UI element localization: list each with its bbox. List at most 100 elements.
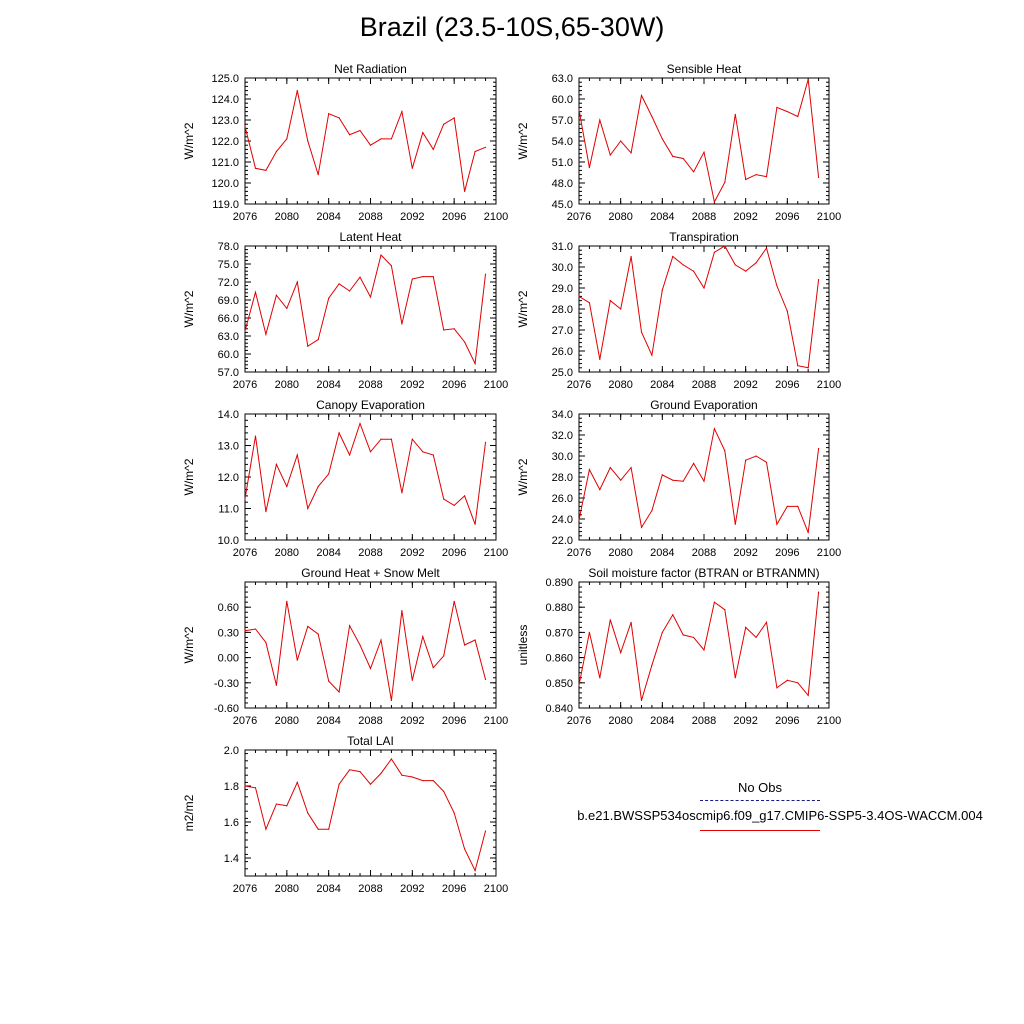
- y-tick-label: 124.0: [211, 94, 239, 106]
- data-point: [651, 510, 653, 512]
- x-tick-label: 2084: [650, 211, 674, 223]
- data-point: [484, 678, 487, 681]
- data-point: [734, 677, 736, 679]
- data-point: [432, 276, 434, 278]
- data-point: [672, 255, 674, 258]
- data-point: [265, 511, 267, 513]
- data-point: [588, 167, 591, 169]
- data-point: [786, 505, 788, 507]
- x-tick-label: 2096: [442, 379, 466, 391]
- figure-title: Brazil (23.5-10S,65-30W): [359, 12, 665, 42]
- data-point: [765, 621, 768, 623]
- x-tick-label: 2092: [733, 547, 757, 559]
- x-tick-label: 2096: [775, 379, 799, 391]
- data-point: [317, 485, 319, 488]
- data-point: [328, 113, 330, 115]
- y-tick-label: -0.60: [214, 703, 239, 715]
- x-tick-label: 2080: [608, 547, 632, 559]
- data-point: [578, 519, 580, 521]
- series-line: [244, 421, 486, 525]
- chart-panel: 2076 2080 2084 2088 2092 2096 2100 45.0 48.0 51.0…: [516, 62, 841, 223]
- data-point: [640, 331, 643, 333]
- data-point: [453, 504, 455, 506]
- plot-frame: [244, 749, 497, 877]
- data-point: [765, 461, 768, 463]
- data-point: [359, 129, 361, 132]
- data-point: [817, 591, 820, 593]
- data-point: [651, 354, 653, 356]
- data-point: [328, 828, 330, 830]
- plot-frame: [244, 581, 497, 709]
- x-tick-label: 2100: [484, 547, 508, 559]
- x-tick-label: 2080: [608, 379, 632, 391]
- y-tick-label: 31.0: [552, 241, 573, 253]
- panel-title: Soil moisture factor (BTRAN or BTRANMN): [588, 566, 819, 580]
- data-point: [275, 463, 277, 465]
- data-point: [682, 634, 684, 636]
- data-point: [630, 255, 632, 258]
- x-tick-label: 2092: [733, 211, 757, 223]
- y-tick-label: 0.60: [218, 602, 239, 614]
- data-point: [348, 625, 351, 627]
- y-tick-label: 0.850: [545, 678, 573, 690]
- data-point: [317, 633, 319, 635]
- data-point: [620, 308, 622, 310]
- chart-panel: 2076 2080 2084 2088 2092 2096 2100 25.0 26.0 27.0…: [516, 230, 841, 391]
- y-tick-label: 28.0: [552, 472, 573, 484]
- data-point: [474, 639, 476, 641]
- x-tick-label: 2084: [650, 715, 674, 727]
- chart-panel: 2076 2080 2084 2088 2092 2096 2100 0.840 0.850 0.…: [516, 566, 841, 727]
- data-point: [474, 523, 476, 525]
- data-point: [286, 600, 288, 602]
- y-tick-label: 11.0: [218, 504, 239, 516]
- series-line: [244, 254, 486, 366]
- data-point: [464, 644, 466, 646]
- data-point: [401, 323, 403, 325]
- chart-panel: 2076 2080 2084 2088 2092 2096 2100 119.0 120.0 12…: [182, 62, 508, 223]
- data-point: [734, 264, 736, 266]
- data-point: [254, 787, 257, 789]
- data-point: [338, 283, 340, 285]
- plot-frame: [578, 77, 830, 205]
- data-point: [786, 310, 788, 312]
- x-tick-label: 2092: [400, 211, 424, 223]
- series-line: [244, 758, 486, 873]
- y-axis-label: W/m^2: [516, 458, 530, 495]
- x-tick-label: 2088: [692, 379, 716, 391]
- series-line: [578, 427, 820, 533]
- y-tick-label: 63.0: [552, 73, 573, 85]
- data-point: [390, 758, 393, 760]
- data-point: [797, 115, 799, 118]
- data-point: [599, 358, 601, 360]
- data-point: [275, 684, 277, 686]
- series-line: [244, 90, 486, 192]
- data-point: [275, 803, 277, 805]
- data-point: [265, 641, 267, 644]
- x-tick-label: 2092: [400, 883, 424, 895]
- x-tick-label: 2100: [817, 211, 841, 223]
- y-tick-label: 0.00: [218, 653, 239, 665]
- data-point: [640, 699, 643, 702]
- data-point: [713, 201, 716, 203]
- data-point: [620, 140, 622, 142]
- data-point: [630, 152, 632, 154]
- y-tick-label: 60.0: [218, 349, 239, 361]
- data-point: [661, 631, 663, 634]
- data-point: [745, 178, 747, 181]
- data-point: [432, 667, 434, 669]
- data-point: [369, 296, 372, 298]
- data-point: [661, 474, 663, 476]
- x-tick-label: 2088: [692, 715, 716, 727]
- y-tick-label: 72.0: [218, 277, 239, 289]
- y-tick-label: 27.0: [552, 325, 573, 337]
- data-point: [422, 132, 424, 134]
- x-tick-label: 2096: [775, 715, 799, 727]
- y-tick-label: 123.0: [211, 115, 239, 127]
- data-point: [807, 532, 809, 534]
- y-axis-label: W/m^2: [182, 626, 196, 663]
- data-point: [724, 181, 726, 183]
- x-tick-label: 2100: [817, 547, 841, 559]
- data-point: [401, 111, 403, 113]
- data-point: [296, 90, 298, 92]
- data-point: [317, 339, 319, 341]
